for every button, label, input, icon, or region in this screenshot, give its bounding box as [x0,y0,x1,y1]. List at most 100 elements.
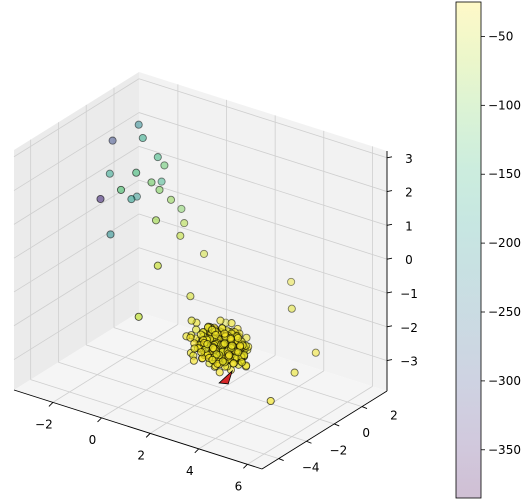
x-tick-label: 6 [235,479,243,493]
grid-line-x [247,386,373,465]
data-point [215,368,224,377]
grid-line-x [149,355,276,434]
colorbar-tick-label: −300 [488,374,521,388]
data-point [153,153,162,162]
data-point [138,133,147,143]
data-point [311,348,320,357]
data-point [186,333,195,342]
data-point [134,120,143,129]
colorbar-tick-label: −250 [488,305,521,319]
x-tick-mark [145,433,151,438]
data-point [106,230,115,239]
grid-line-z [13,78,140,158]
z-tick-label: −3 [400,355,418,369]
grid-line-z [13,213,140,293]
data-point [199,249,209,258]
data-point [160,161,169,170]
data-point [237,358,246,367]
data-point [208,355,217,364]
colorbar: −50 −100 −150 −200 −250 −300 −350 [455,1,521,499]
data-point [227,319,236,328]
z-tick-mark [386,291,393,294]
x-tick-label: 0 [89,433,97,447]
z-tick-mark [386,325,393,328]
data-point [153,261,162,270]
data-point [180,219,189,228]
data-point [226,334,235,344]
highlight-marker [218,369,234,385]
grid-line-z [138,179,388,260]
colorbar-gradient [456,2,481,498]
y-tick-mark [361,406,368,410]
y-tick-mark [334,423,340,427]
highlight-triangle [218,369,234,385]
z-tick-label: −2 [400,321,418,335]
z-tick-label: −1 [400,287,418,301]
pane-left [14,72,139,390]
data-point [151,216,161,225]
grid-line-z [13,146,140,225]
colorbar-tick-label: −350 [488,443,521,457]
data-point [157,177,166,186]
data-point [105,169,114,178]
z-tick-mark [386,257,393,260]
grid-line-y [30,379,279,459]
data-point [186,292,195,301]
data-point [211,330,220,339]
x-tick-mark [97,417,102,423]
axis-panes [14,72,387,469]
x-tick-mark [243,464,248,469]
data-point [266,396,275,406]
data-point [166,195,176,204]
data-point [187,316,196,325]
y-tick-label: 0 [362,426,370,440]
data-point [192,325,201,334]
colorbar-tick-label: −50 [488,29,513,43]
data-point [287,277,296,286]
data-point [216,316,225,325]
data-point [127,195,136,204]
data-point [177,204,186,213]
x-tick-label: 4 [186,464,194,478]
grid-line-z [13,247,140,327]
data-point [290,368,299,377]
colorbar-tick-label: −150 [488,167,521,181]
data-point [209,343,218,353]
grid-line-z [13,112,140,191]
z-tick-label: 3 [405,152,413,166]
data-point [225,351,234,360]
colorbar-tick-label: −200 [488,236,521,250]
y-tick-label: 2 [390,409,398,423]
data-point [176,231,185,240]
grid-line-y [58,361,307,442]
data-point [189,356,198,365]
data-point [203,340,212,349]
data-point [233,333,243,343]
x-tick-label: 2 [137,448,145,462]
data-point [190,344,199,353]
y-tick-mark [278,458,284,462]
x-axis-line [13,389,263,470]
grid-line-z [13,179,140,259]
x-tick-mark [48,402,54,407]
z-tick-mark [386,190,393,193]
grid-line-x [52,324,179,403]
grid-line-z [13,281,140,360]
data-point [197,348,206,357]
data-points [96,120,320,406]
data-point [134,312,143,321]
y-axis-line [261,390,388,470]
data-point [116,185,126,194]
grid-line-z [138,145,388,226]
grid-line-z [138,281,388,361]
pane-back [139,72,387,391]
grid-line-x [198,370,324,450]
data-point [220,339,229,348]
z-tick-label: 2 [405,186,413,200]
data-point [155,185,164,194]
grid-line-y [86,344,335,425]
z-tick-mark [386,359,393,362]
z-tick-label: 1 [405,219,413,233]
data-point [220,329,229,338]
